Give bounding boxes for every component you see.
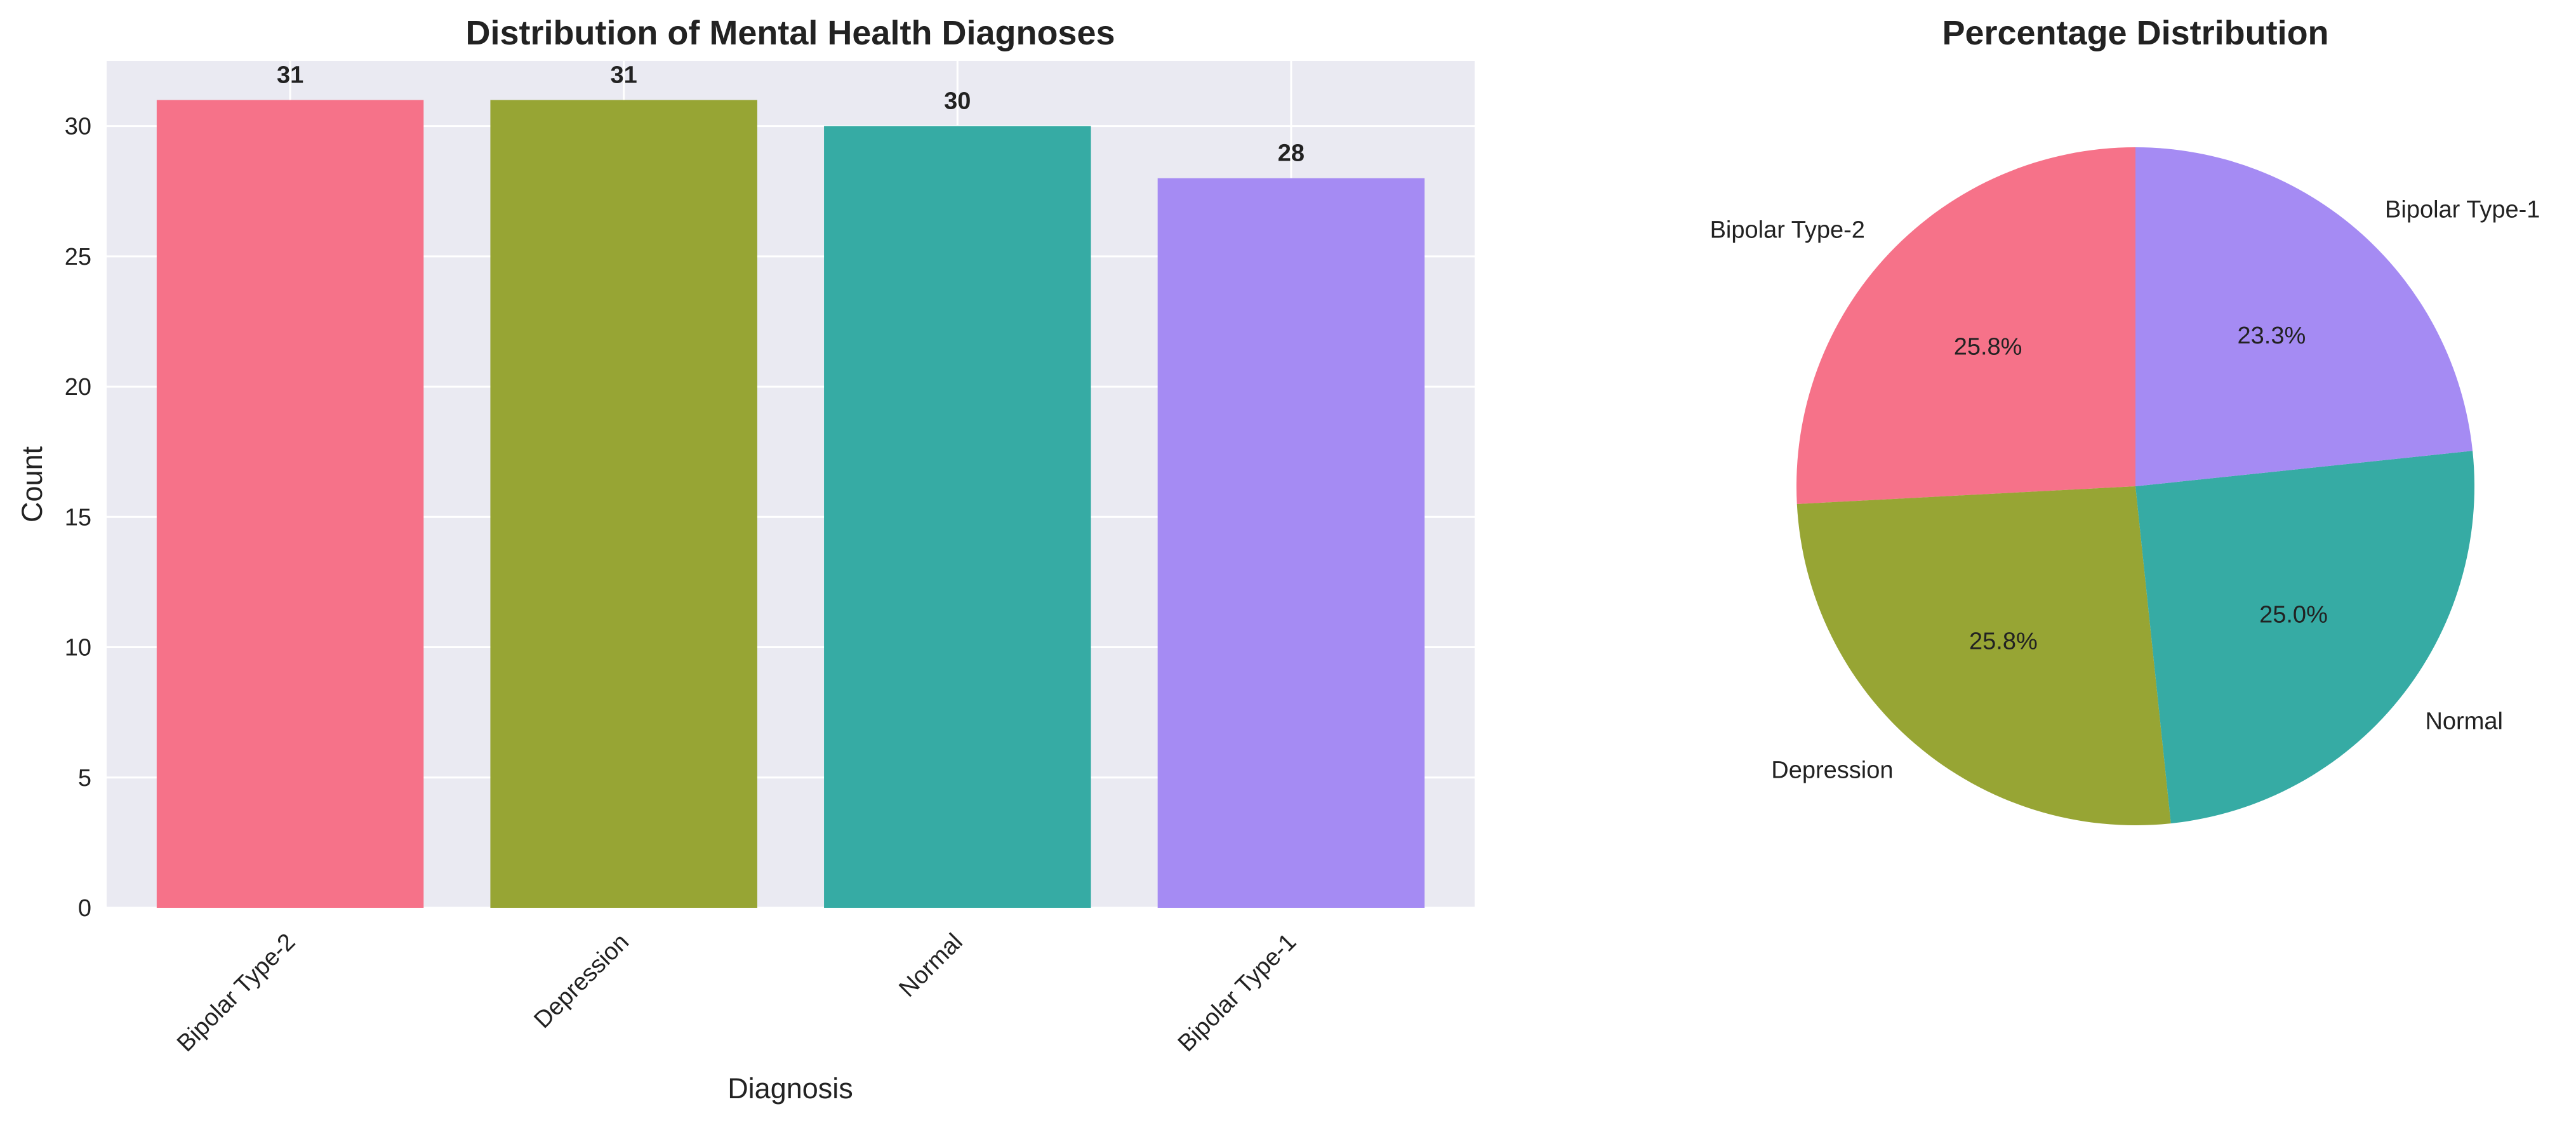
pie-chart: Percentage Distribution Bipolar Type-2 De… bbox=[1710, 14, 2540, 825]
y-tick-label: 0 bbox=[78, 895, 91, 922]
y-tick-label: 10 bbox=[65, 635, 91, 661]
bar-value-label: 31 bbox=[277, 62, 303, 89]
bar-value-label: 28 bbox=[1278, 140, 1305, 167]
y-tick-label: 20 bbox=[65, 374, 91, 401]
pie-label: Normal bbox=[2425, 708, 2502, 735]
bar-value-label: 31 bbox=[611, 62, 637, 89]
bar-value-labels: 31 31 30 28 bbox=[277, 62, 1305, 167]
pie-percent-labels: 25.8% 25.8% 25.0% 23.3% bbox=[1954, 322, 2328, 655]
bar-bipolar-type-1 bbox=[1157, 178, 1425, 908]
pie-slice-depression bbox=[1796, 486, 2171, 825]
y-tick-label: 5 bbox=[78, 765, 91, 792]
bar-value-label: 30 bbox=[944, 88, 971, 115]
pie-slice-normal bbox=[2135, 451, 2474, 824]
pie-slices bbox=[1796, 147, 2474, 825]
pie-label: Bipolar Type-2 bbox=[1710, 217, 1865, 244]
pie-label: Bipolar Type-1 bbox=[2385, 196, 2540, 223]
pie-label: Depression bbox=[1771, 757, 1893, 784]
pie-percent-label: 25.8% bbox=[1969, 628, 2038, 655]
pie-slice-labels: Bipolar Type-2 Depression Normal Bipolar Ty… bbox=[1710, 196, 2540, 783]
bar-y-tick-labels: 0 5 10 15 20 25 30 bbox=[65, 114, 91, 922]
bar-depression bbox=[490, 100, 757, 908]
bar-bipolar-type-2 bbox=[156, 100, 424, 908]
pie-percent-label: 25.0% bbox=[2259, 602, 2328, 628]
bar-series bbox=[156, 100, 1425, 908]
pie-percent-label: 23.3% bbox=[2238, 322, 2306, 349]
bar-normal bbox=[824, 126, 1091, 908]
bar-y-axis-label: Count bbox=[16, 446, 48, 522]
bar-chart-title: Distribution of Mental Health Diagnoses bbox=[465, 14, 1115, 52]
pie-percent-label: 25.8% bbox=[1954, 333, 2022, 360]
pie-chart-title: Percentage Distribution bbox=[1942, 14, 2328, 52]
y-tick-label: 25 bbox=[65, 244, 91, 270]
pie-slice-bipolar-type-2 bbox=[1796, 147, 2135, 504]
pie-slice-bipolar-type-1 bbox=[2135, 147, 2473, 486]
y-tick-label: 30 bbox=[65, 114, 91, 140]
y-tick-label: 15 bbox=[65, 504, 91, 531]
bar-x-axis-label: Diagnosis bbox=[727, 1072, 853, 1105]
